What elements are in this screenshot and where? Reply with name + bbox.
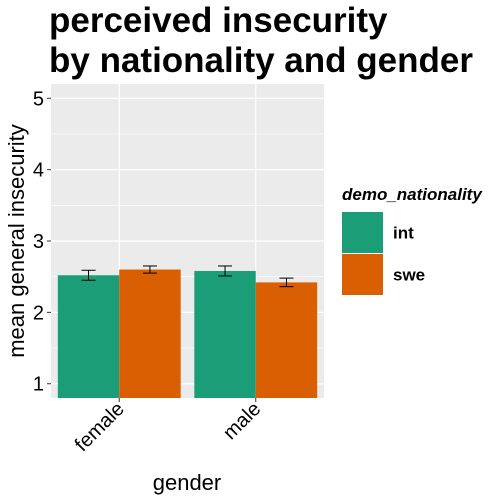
x-tick-label: male [219,398,265,444]
y-tick-label: 4 [33,160,44,182]
legend-key [342,254,383,295]
y-axis-title: mean general insecurity [4,124,29,358]
error-bars [81,265,294,288]
y-tick-label: 2 [33,302,44,324]
legend-label: swe [393,266,425,285]
bar [57,275,120,398]
x-tick-label: female [71,398,129,456]
x-axis: female male [71,398,266,456]
chart-title-line-1: perceived insecurity [49,1,388,40]
legend-key [342,212,383,253]
bars [57,269,318,398]
chart-title-line-2: by nationality and gender [49,41,473,80]
legend-label: int [393,224,414,243]
legend-title: demo_nationality [342,185,483,204]
y-tick-label: 1 [33,374,44,396]
y-tick-label: 5 [33,88,44,110]
bar [119,269,181,398]
y-tick-label: 3 [33,231,44,253]
legend: int swe [342,212,425,295]
bar [194,270,256,398]
bar [255,282,318,398]
x-axis-title: gender [153,470,222,495]
y-axis: 1 2 3 4 5 [33,88,51,396]
